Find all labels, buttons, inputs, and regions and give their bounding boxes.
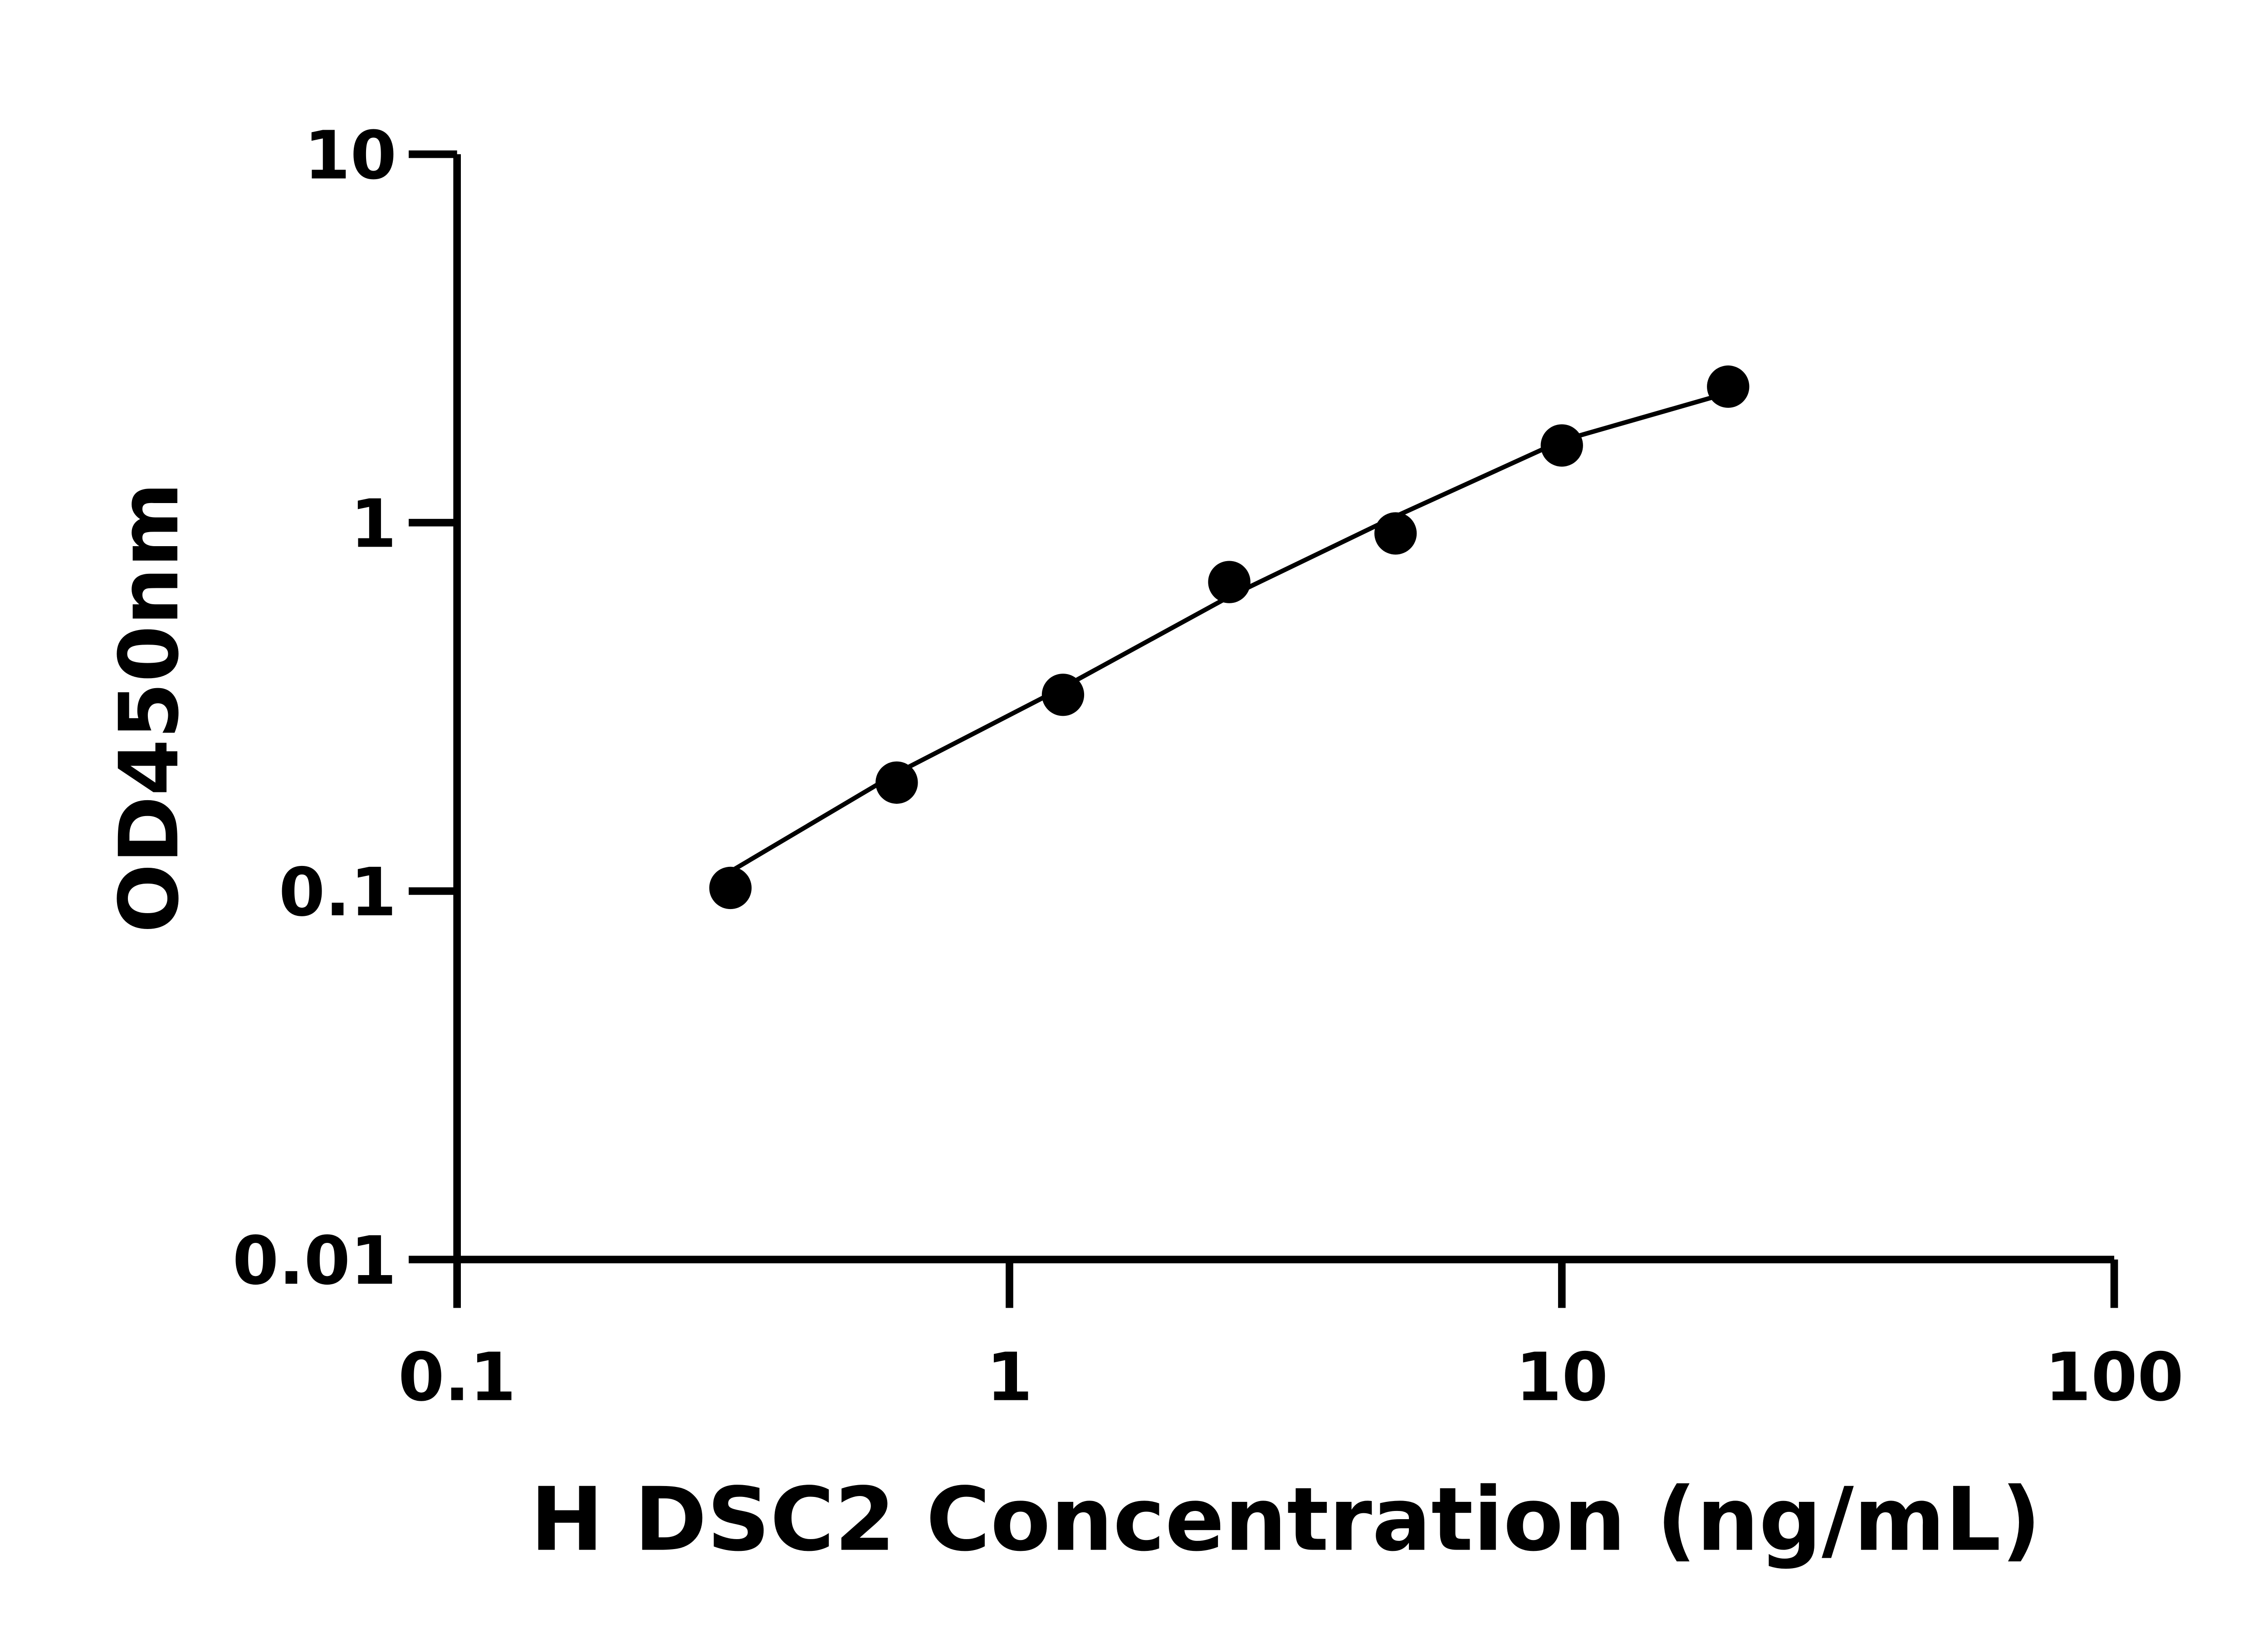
y-tick-label: 0.01 (232, 1222, 396, 1300)
x-axis-label: H DSC2 Concentration (ng/mL) (530, 1469, 2041, 1571)
data-point (1374, 512, 1417, 555)
x-tick-label: 0.1 (398, 1339, 516, 1416)
data-point (875, 761, 918, 804)
y-axis-label: OD450nm (102, 482, 197, 933)
x-tick-label: 10 (1515, 1339, 1608, 1416)
data-point (1540, 424, 1583, 467)
fit-line (729, 391, 1729, 874)
data-point (1707, 365, 1750, 408)
y-tick-label: 10 (304, 117, 396, 194)
y-tick-label: 1 (350, 485, 396, 563)
y-tick-label: 0.1 (279, 854, 397, 931)
data-point (709, 866, 752, 909)
data-point (1041, 674, 1085, 716)
data-point (1208, 561, 1251, 603)
x-tick-label: 100 (2045, 1339, 2184, 1416)
x-tick-label: 1 (986, 1339, 1032, 1416)
